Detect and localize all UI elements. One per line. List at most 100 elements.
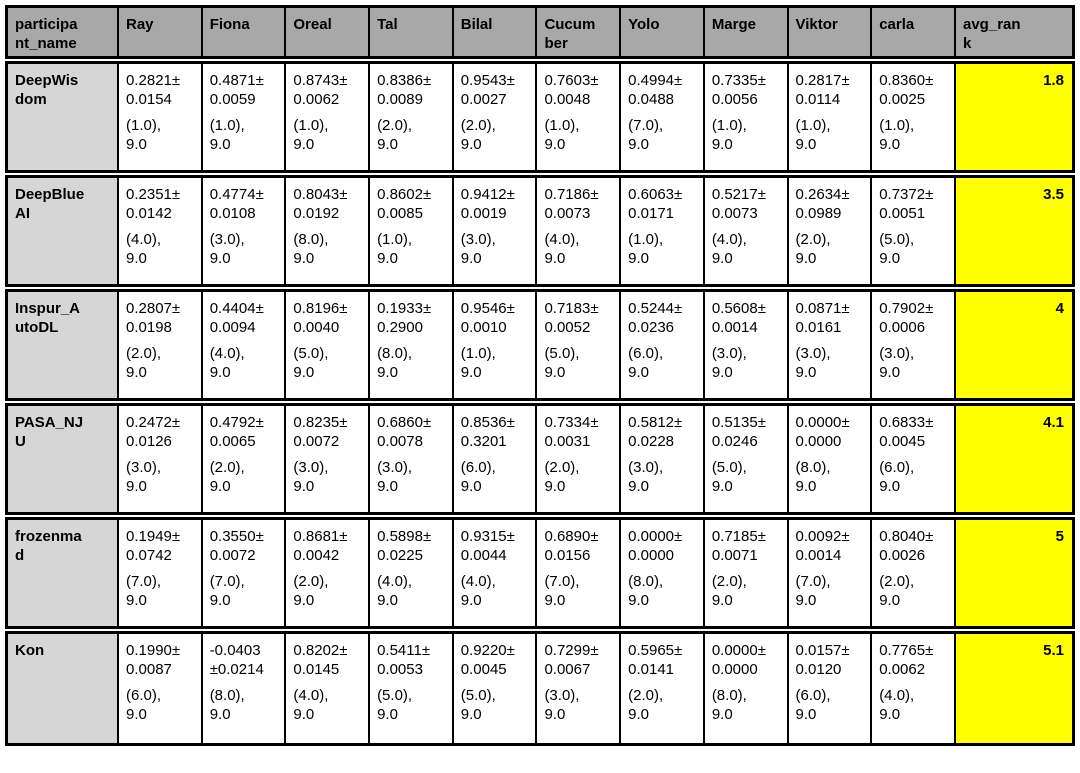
- score-line: 9.0: [209, 250, 231, 267]
- score-line: 0.7299±: [544, 642, 599, 659]
- column-header-label: Viktor: [795, 16, 838, 33]
- score-line: 9.0: [209, 364, 231, 381]
- score-line: 9.0: [126, 706, 147, 723]
- score-line: 9.0: [293, 592, 315, 609]
- column-header-label: Tal: [377, 16, 398, 33]
- score-line: (4.0),: [460, 573, 496, 590]
- participant-name-label: d: [15, 547, 25, 564]
- participant-name-cell: DeepBlue AI: [5, 170, 119, 288]
- score-line: 9.0: [544, 706, 566, 723]
- score-line: 0.9315±: [460, 528, 515, 545]
- score-line: (3.0),: [209, 231, 245, 248]
- score-line: 0.7603±: [544, 72, 599, 89]
- score-line: 9.0: [711, 364, 733, 381]
- column-header-label: Oreal: [293, 16, 332, 33]
- score-line: (2.0),: [795, 231, 831, 248]
- score-line: (2.0),: [460, 117, 496, 134]
- table-row: Inspur_A utoDL 0.2807± 0.0198 (2.0), 9.0 0.440…: [5, 284, 1075, 402]
- score-line: (3.0),: [711, 345, 747, 362]
- score-line: 0.0065: [209, 433, 256, 450]
- column-header-marge: Marge: [702, 5, 789, 64]
- score-line: 0.0087: [126, 661, 172, 678]
- score-line: 0.7372±: [879, 186, 934, 203]
- score-cell: 0.9315± 0.0044 (4.0), 9.0: [451, 512, 538, 630]
- score-cell: 0.1949± 0.0742 (7.0), 9.0: [117, 512, 203, 630]
- score-line: 9.0: [879, 478, 901, 495]
- score-line: (1.0),: [711, 117, 747, 134]
- score-cell: 0.5812± 0.0228 (3.0), 9.0: [619, 398, 705, 516]
- participant-name-cell: Kon: [5, 626, 119, 744]
- score-line: (1.0),: [460, 345, 496, 362]
- column-header-label: Fiona: [209, 16, 250, 33]
- score-line: (8.0),: [377, 345, 413, 362]
- score-line: 0.7902±: [879, 300, 934, 317]
- score-cell: 0.2472± 0.0126 (3.0), 9.0: [117, 398, 203, 516]
- score-line: 9.0: [711, 136, 733, 153]
- score-line: 0.0488: [628, 91, 675, 108]
- score-line: 0.6890±: [544, 528, 599, 545]
- score-cell: 0.2817± 0.0114 (1.0), 9.0: [786, 56, 873, 174]
- column-header-label: Yolo: [628, 16, 660, 33]
- score-line: 9.0: [293, 136, 315, 153]
- score-line: 0.0108: [209, 205, 256, 222]
- column-header-label: participa: [15, 16, 78, 33]
- score-line: (6.0),: [126, 687, 162, 704]
- column-header-label: avg_ran: [963, 16, 1021, 33]
- score-line: 0.6833±: [879, 414, 934, 431]
- score-line: 9.0: [293, 250, 315, 267]
- score-line: 9.0: [126, 592, 147, 609]
- score-line: 0.0072: [209, 547, 256, 564]
- score-line: 9.0: [209, 706, 231, 723]
- table-row: Kon 0.1990± 0.0087 (6.0), 9.0 -0.0403 ±0.0214 (…: [5, 626, 1075, 744]
- score-line: 9.0: [293, 706, 315, 723]
- score-line: 0.8602±: [377, 186, 432, 203]
- score-cell: 0.8235± 0.0072 (3.0), 9.0: [284, 398, 371, 516]
- score-line: 0.0071: [711, 547, 758, 564]
- score-cell: -0.0403 ±0.0214 (8.0), 9.0: [200, 626, 287, 744]
- score-cell: 0.7603± 0.0048 (1.0), 9.0: [535, 56, 622, 174]
- participant-name-cell: Inspur_A utoDL: [5, 284, 119, 402]
- score-line: 0.0156: [544, 547, 591, 564]
- participant-name-cell: DeepWis dom: [5, 56, 119, 174]
- score-line: 0.4792±: [209, 414, 264, 431]
- score-line: (4.0),: [126, 231, 162, 248]
- score-line: 9.0: [544, 478, 566, 495]
- score-line: 0.0000±: [795, 414, 850, 431]
- score-line: 9.0: [377, 706, 398, 723]
- score-cell: 0.4994± 0.0488 (7.0), 9.0: [619, 56, 705, 174]
- score-line: 9.0: [293, 478, 315, 495]
- score-cell: 0.8536± 0.3201 (6.0), 9.0: [451, 398, 538, 516]
- score-line: (3.0),: [628, 459, 664, 476]
- score-line: 0.0042: [293, 547, 340, 564]
- score-line: (6.0),: [795, 687, 831, 704]
- score-line: 9.0: [460, 136, 482, 153]
- participant-name-label: DeepBlue: [15, 186, 85, 203]
- score-line: 0.0014: [795, 547, 842, 564]
- table-row: PASA_NJ U 0.2472± 0.0126 (3.0), 9.0 0.4792± 0.0…: [5, 398, 1075, 516]
- score-line: (7.0),: [126, 573, 162, 590]
- score-line: 0.0045: [879, 433, 926, 450]
- score-line: 9.0: [795, 478, 817, 495]
- score-line: 0.8043±: [293, 186, 348, 203]
- score-line: 0.7765±: [879, 642, 934, 659]
- participant-name-label: Kon: [15, 642, 45, 659]
- score-line: (4.0),: [544, 231, 580, 248]
- score-line: 0.0192: [293, 205, 340, 222]
- score-line: 0.8743±: [293, 72, 348, 89]
- score-line: 0.7185±: [711, 528, 766, 545]
- avg-rank-cell: 3.5: [954, 170, 1075, 288]
- score-line: 0.0246: [711, 433, 758, 450]
- score-line: 0.0154: [126, 91, 172, 108]
- score-cell: 0.8043± 0.0192 (8.0), 9.0: [284, 170, 371, 288]
- table-header: participa nt_name Ray Fiona Oreal Tal Bilal Cuc…: [5, 5, 1075, 64]
- score-line: 0.0142: [126, 205, 172, 222]
- score-line: 9.0: [126, 364, 147, 381]
- score-line: 9.0: [126, 250, 147, 267]
- score-cell: 0.7335± 0.0056 (1.0), 9.0: [702, 56, 789, 174]
- participant-name-cell: PASA_NJ U: [5, 398, 119, 516]
- column-header-tal: Tal: [368, 5, 454, 64]
- score-cell: 0.5898± 0.0225 (4.0), 9.0: [368, 512, 454, 630]
- score-line: 0.0062: [293, 91, 340, 108]
- score-line: 0.0027: [460, 91, 507, 108]
- participant-name-label: DeepWis: [15, 72, 79, 89]
